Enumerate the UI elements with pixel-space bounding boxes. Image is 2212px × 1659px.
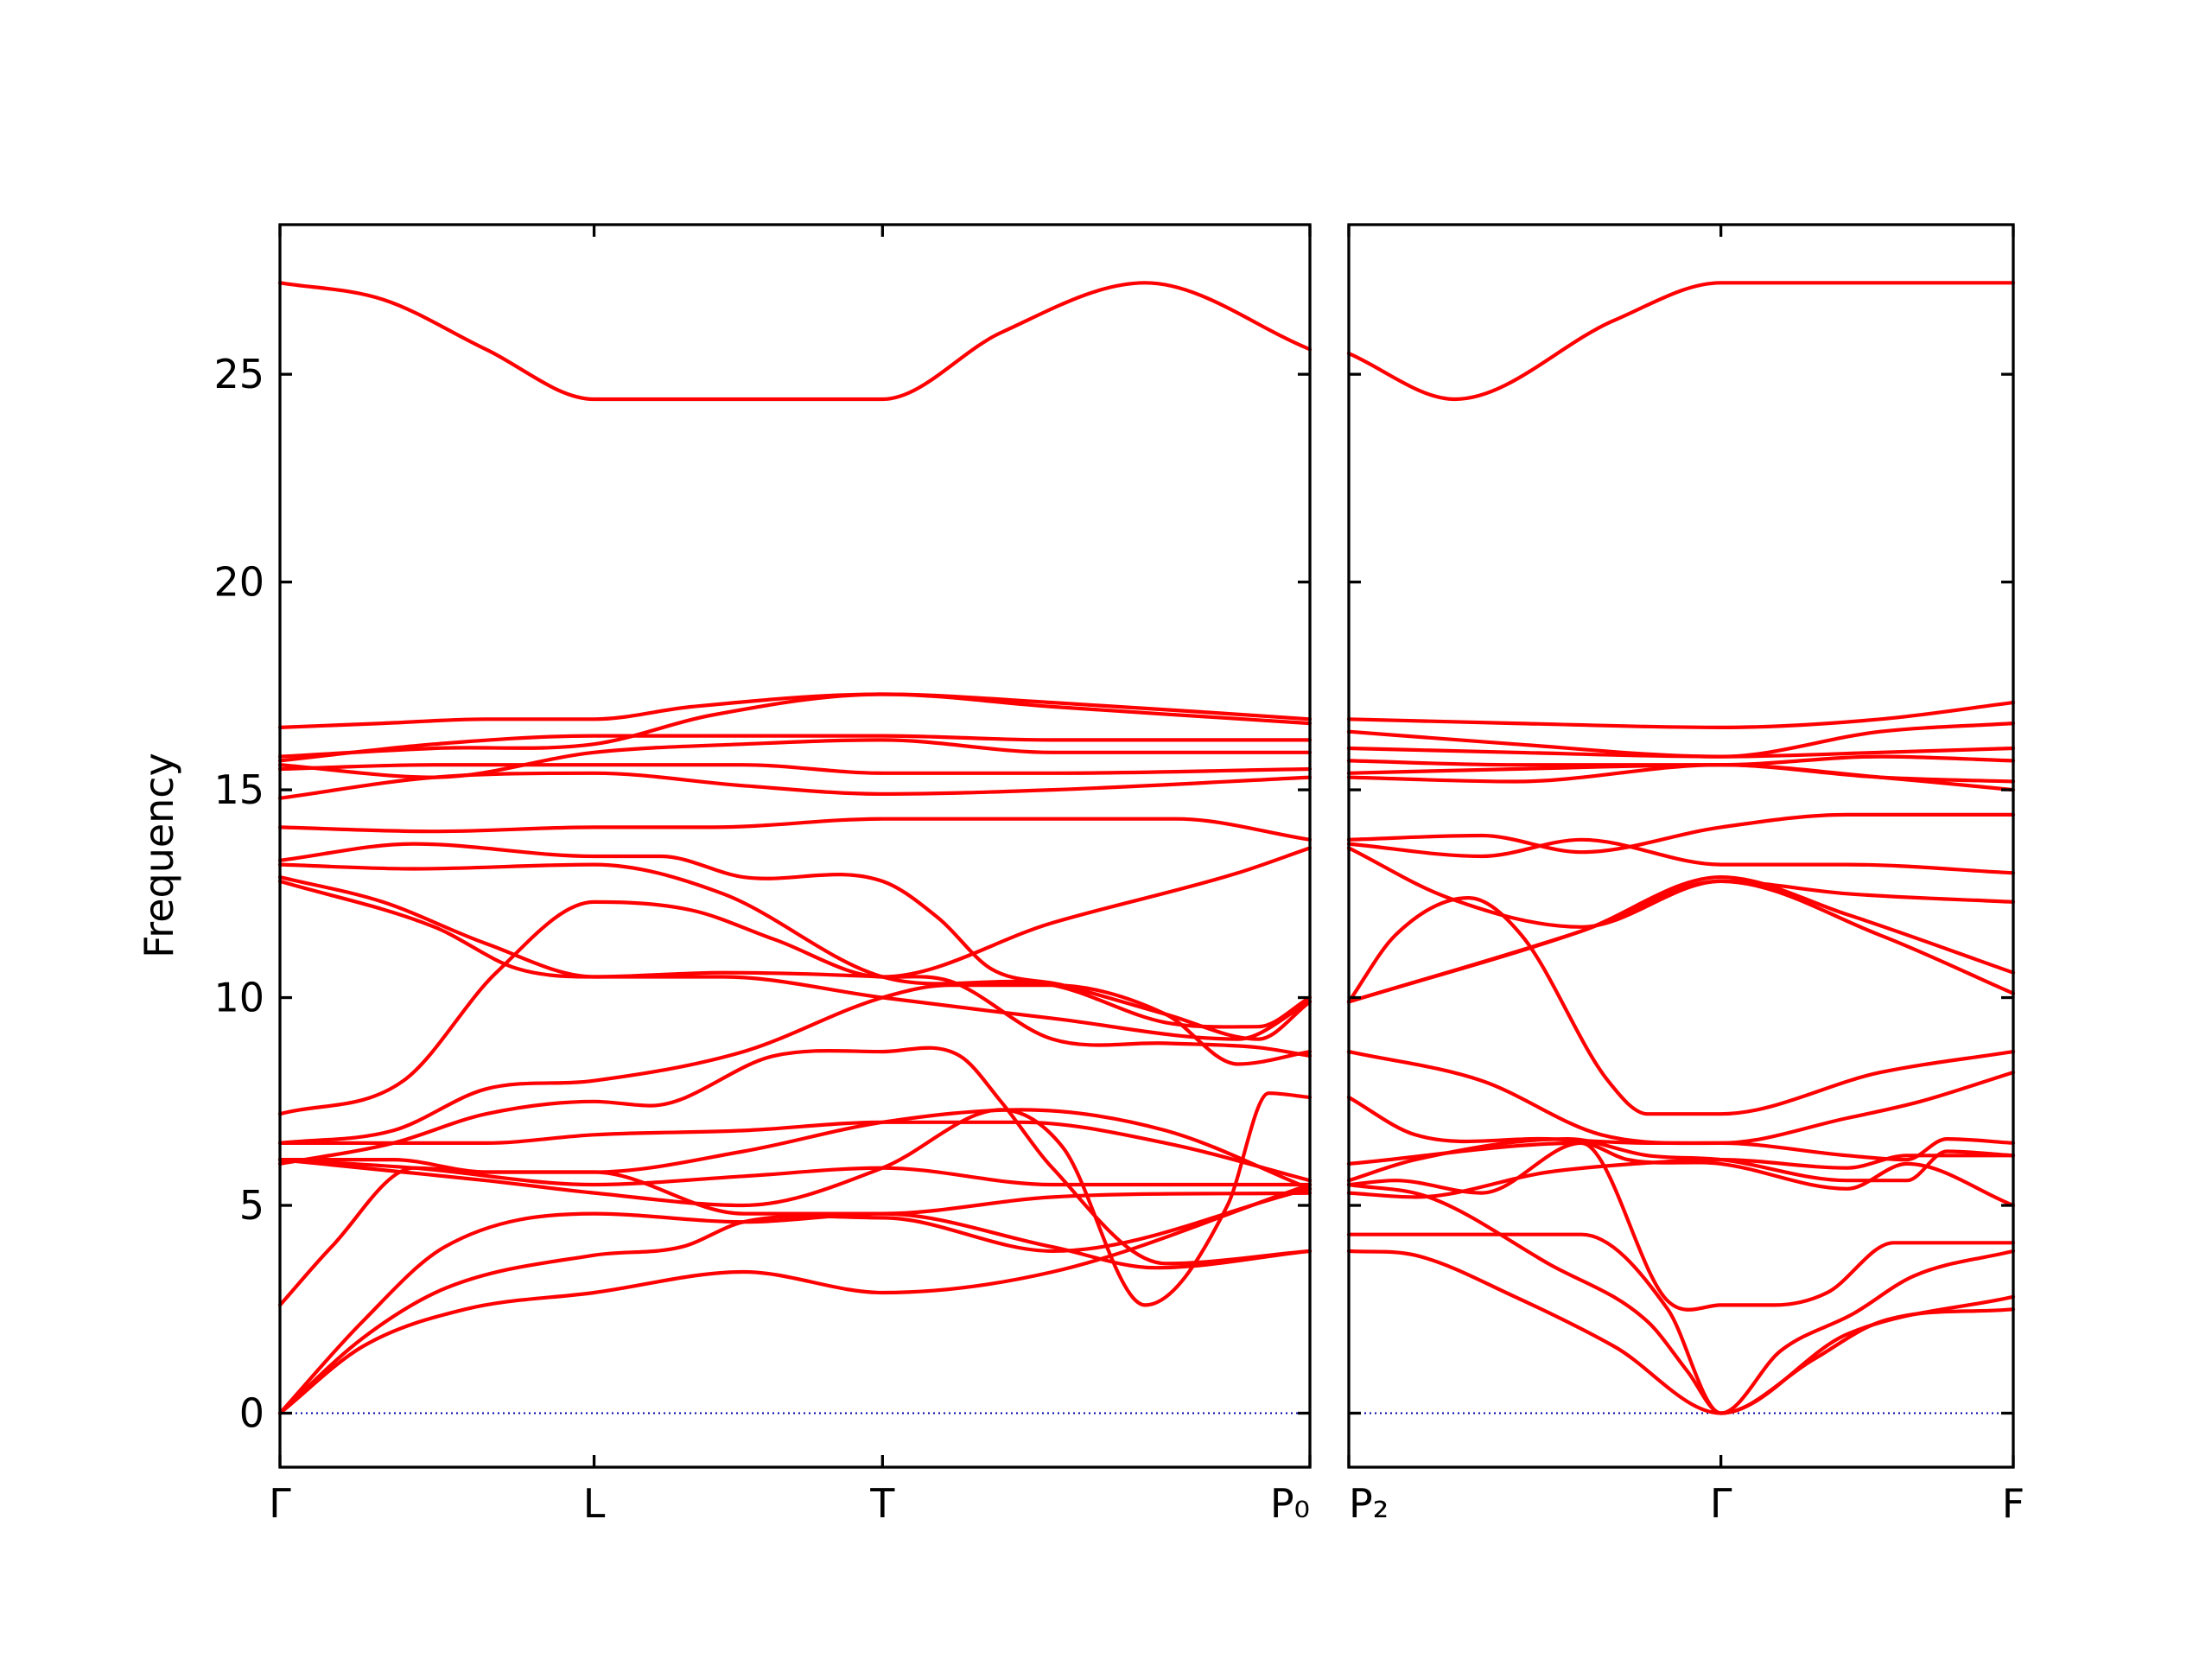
band-line [277, 879, 1313, 1058]
x-tick-label: L [583, 1480, 606, 1527]
band-line [1346, 875, 2016, 1004]
band-line [277, 1091, 1313, 1307]
plot-frame [278, 223, 1312, 1469]
band-line [1346, 837, 2016, 875]
band-line [277, 1166, 1313, 1307]
band-line [277, 281, 1313, 402]
panel-1: 0 5 10 15 20 25 Γ L T P₀ [213, 223, 1313, 1527]
band-line [277, 763, 1313, 775]
band-line [277, 862, 1313, 1029]
y-tick-label: 0 [239, 1389, 264, 1436]
band-line [277, 817, 1313, 842]
band-line [277, 692, 1313, 729]
band-line [1346, 1249, 2016, 1415]
y-tick-label: 15 [213, 766, 264, 813]
y-axis-label: Frequency [136, 753, 182, 958]
band-line [1346, 1154, 2016, 1199]
y-tick-label: 25 [213, 351, 264, 397]
band-line [277, 692, 1313, 759]
band-line [1346, 763, 2016, 784]
y-tick-label: 20 [213, 559, 264, 606]
band-line [1346, 896, 2016, 1116]
band-line [1346, 746, 2016, 759]
band-line [1346, 1232, 2016, 1415]
x-tick-label: P₂ [1349, 1480, 1389, 1527]
band-line [277, 734, 1313, 763]
band-line [277, 1108, 1313, 1191]
band-line [1346, 812, 2016, 855]
band-line [1346, 1095, 2016, 1162]
x-tick-label: P₀ [1270, 1480, 1310, 1527]
x-tick-label: Γ [269, 1480, 291, 1527]
plot-panels: 0 5 10 15 20 25 Γ L T P₀ P₂ Γ F [213, 223, 2024, 1527]
x-tick-label: Γ [1710, 1480, 1732, 1527]
y-tick-label: 5 [239, 1182, 264, 1229]
band-line [277, 982, 1313, 1145]
band-line [277, 771, 1313, 800]
band-line [1346, 701, 2016, 729]
y-tick-label: 10 [213, 975, 264, 1021]
x-tick-label: F [2002, 1480, 2024, 1527]
x-tick-label: T [869, 1480, 895, 1527]
band-line [277, 1120, 1313, 1183]
band-line [277, 846, 1313, 1116]
band-line [277, 1186, 1313, 1415]
panel-2: P₂ Γ F [1346, 223, 2024, 1527]
band-line [1346, 281, 2016, 402]
plot-frame [1347, 223, 2015, 1469]
band-line [1346, 1182, 2016, 1415]
band-line [1346, 1141, 2016, 1312]
band-line [1346, 846, 2016, 995]
band-line [277, 875, 1313, 1041]
band-line [277, 1182, 1313, 1415]
